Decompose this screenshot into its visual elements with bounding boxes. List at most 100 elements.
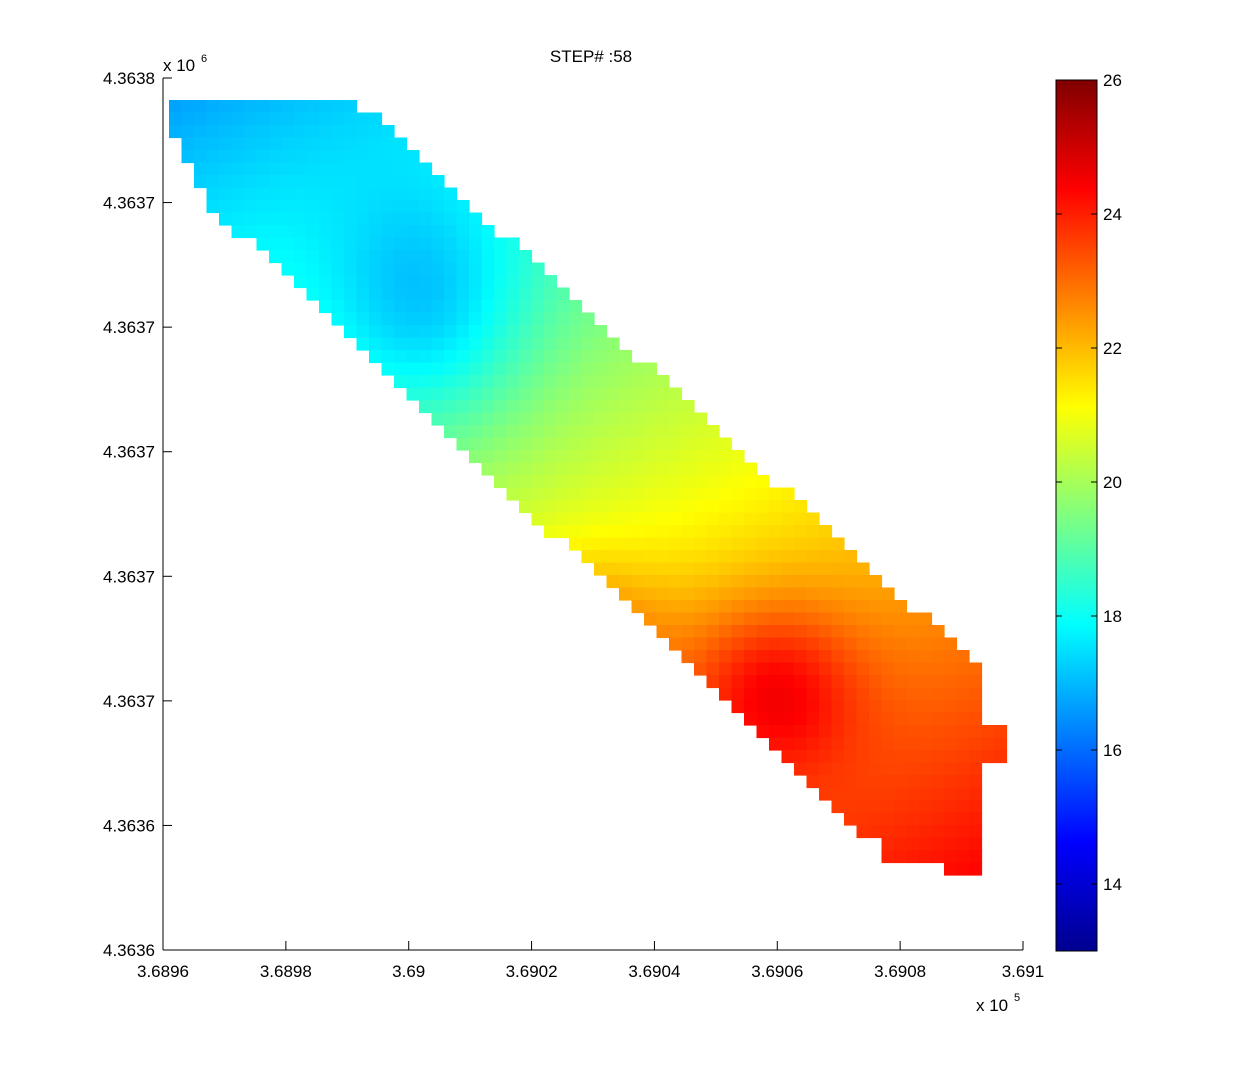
heatmap-cell: [194, 125, 208, 139]
heatmap-cell: [794, 762, 808, 776]
heatmap-cell: [906, 625, 920, 639]
heatmap-cell: [906, 687, 920, 701]
heatmap-cell: [444, 250, 458, 264]
heatmap-cell: [481, 462, 495, 476]
heatmap-cell: [331, 250, 345, 264]
heatmap-cell: [631, 550, 645, 564]
heatmap-cell: [806, 712, 820, 726]
heatmap-cell: [694, 462, 708, 476]
heatmap-cell: [444, 337, 458, 351]
heatmap-cell: [256, 100, 270, 114]
heatmap-cell: [744, 587, 758, 601]
heatmap-cell: [844, 700, 858, 714]
heatmap-cell: [656, 525, 670, 539]
heatmap-cell: [631, 375, 645, 389]
heatmap-cell: [556, 387, 570, 401]
heatmap-cell: [869, 575, 883, 589]
heatmap-cell: [394, 150, 408, 164]
heatmap-cell: [494, 375, 508, 389]
heatmap-cell: [431, 250, 445, 264]
heatmap-cell: [419, 175, 433, 189]
heatmap-cell: [744, 687, 758, 701]
heatmap-cell: [681, 512, 695, 526]
heatmap-cell: [281, 212, 295, 226]
heatmap-cell: [481, 312, 495, 326]
heatmap-cell: [631, 575, 645, 589]
heatmap-cell: [894, 612, 908, 626]
heatmap-cell: [194, 137, 208, 151]
heatmap-cell: [569, 350, 583, 364]
heatmap-cell: [881, 637, 895, 651]
heatmap-cell: [294, 137, 308, 151]
heatmap-cell: [931, 687, 945, 701]
heatmap-cell: [681, 462, 695, 476]
heatmap-cell: [944, 650, 958, 664]
heatmap-cell: [481, 450, 495, 464]
heatmap-cell: [744, 575, 758, 589]
heatmap-cell: [706, 550, 720, 564]
heatmap-cell: [581, 512, 595, 526]
heatmap-cell: [669, 637, 683, 651]
heatmap-cell: [531, 412, 545, 426]
heatmap-cell: [456, 250, 470, 264]
heatmap-cell: [219, 200, 233, 214]
heatmap-cell: [681, 625, 695, 639]
heatmap-cell: [556, 362, 570, 376]
heatmap-cell: [581, 462, 595, 476]
heatmap-cell: [219, 175, 233, 189]
heatmap-cell: [744, 500, 758, 514]
heatmap-cell: [669, 562, 683, 576]
heatmap-cell: [631, 387, 645, 401]
heatmap-cell: [569, 450, 583, 464]
heatmap-cell: [644, 450, 658, 464]
heatmap-cell: [681, 525, 695, 539]
heatmap-cell: [581, 500, 595, 514]
heatmap-cell: [719, 500, 733, 514]
heatmap-cell: [344, 225, 358, 239]
heatmap-cell: [556, 487, 570, 501]
heatmap-cell: [931, 737, 945, 751]
heatmap-cell: [756, 662, 770, 676]
heatmap-cell: [819, 625, 833, 639]
heatmap-cell: [931, 787, 945, 801]
heatmap-cell: [194, 150, 208, 164]
heatmap-cell: [506, 250, 520, 264]
heatmap-cell: [956, 787, 970, 801]
colorbar-tick-label: 22: [1103, 339, 1122, 358]
heatmap-cell: [794, 675, 808, 689]
heatmap-cell: [444, 225, 458, 239]
heatmap-cell: [594, 475, 608, 489]
heatmap-cell: [269, 175, 283, 189]
heatmap-cell: [369, 225, 383, 239]
heatmap-cell: [481, 387, 495, 401]
heatmap-cell: [844, 775, 858, 789]
heatmap-cell: [581, 400, 595, 414]
heatmap-cell: [969, 862, 983, 876]
heatmap-cell: [456, 375, 470, 389]
heatmap-cell: [856, 600, 870, 614]
heatmap-cell: [744, 700, 758, 714]
heatmap-cell: [756, 537, 770, 551]
heatmap-cell: [569, 437, 583, 451]
x-tick-label: 3.6902: [506, 962, 558, 981]
heatmap-cell: [656, 587, 670, 601]
heatmap-cell: [306, 225, 320, 239]
heatmap-cell: [869, 587, 883, 601]
heatmap-cell: [381, 337, 395, 351]
heatmap-cell: [619, 525, 633, 539]
heatmap-cell: [619, 537, 633, 551]
heatmap-cell: [306, 125, 320, 139]
heatmap-cell: [631, 587, 645, 601]
heatmap-cell: [706, 625, 720, 639]
heatmap-cell: [694, 537, 708, 551]
heatmap-cell: [906, 800, 920, 814]
heatmap-cell: [681, 425, 695, 439]
heatmap-cell: [369, 212, 383, 226]
heatmap-cell: [881, 725, 895, 739]
heatmap-cell: [781, 525, 795, 539]
heatmap-cell: [369, 162, 383, 176]
heatmap-cell: [544, 350, 558, 364]
heatmap-cell: [694, 500, 708, 514]
heatmap-cell: [694, 437, 708, 451]
